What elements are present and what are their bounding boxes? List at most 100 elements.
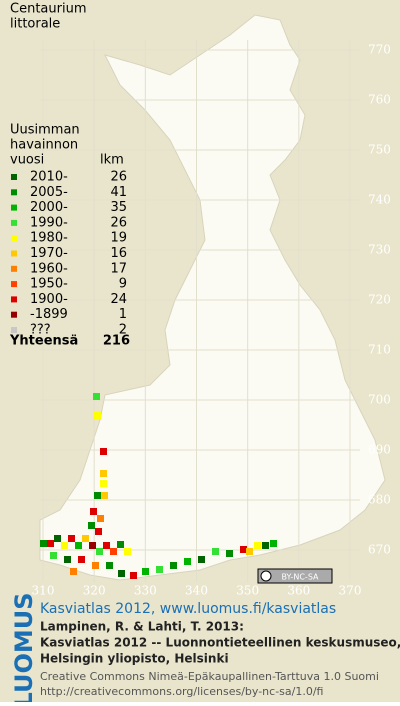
legend-count: 16: [110, 246, 127, 261]
legend-count: 35: [110, 200, 127, 215]
legend-swatch: [11, 174, 17, 180]
y-grid-label: 690: [368, 443, 391, 457]
occurrence-square: [94, 492, 101, 499]
occurrences: [40, 393, 277, 579]
occurrence-square: [47, 540, 54, 547]
occurrence-square: [96, 548, 103, 555]
y-grid-label: 740: [368, 193, 391, 207]
y-grid-label: 750: [368, 143, 391, 157]
x-grid-label: 370: [339, 584, 362, 598]
x-grid-label: 330: [134, 584, 157, 598]
license-line[interactable]: http://creativecommons.org/licenses/by-n…: [40, 685, 323, 698]
occurrence-square: [142, 568, 149, 575]
legend-heading: Uusimman: [10, 123, 80, 138]
legend-count: 17: [110, 261, 127, 276]
occurrence-square: [100, 470, 107, 477]
occurrence-square: [95, 528, 102, 535]
occurrence-square: [64, 556, 71, 563]
legend-swatch: [11, 296, 17, 303]
legend-label: 1960-: [30, 261, 68, 276]
legend-count: 26: [110, 170, 127, 185]
legend-label: 1900-: [30, 292, 68, 307]
occurrence-square: [110, 548, 117, 555]
x-grid-label: 340: [185, 584, 208, 598]
legend-swatch: [11, 204, 17, 211]
occurrence-square: [61, 542, 68, 549]
occurrence-square: [262, 542, 269, 549]
occurrence-square: [40, 540, 47, 547]
occurrence-square: [100, 448, 107, 455]
x-grid-label: 320: [83, 584, 106, 598]
logo: LUOMUS: [10, 593, 38, 702]
occurrence-square: [198, 556, 205, 563]
occurrence-square: [92, 562, 99, 569]
occurrence-square: [212, 548, 219, 555]
occurrence-square: [124, 548, 131, 555]
y-grid-label: 700: [368, 393, 391, 407]
occurrence-square: [88, 522, 95, 529]
occurrence-square: [184, 558, 191, 565]
occurrence-square: [130, 572, 137, 579]
citation-line: Lampinen, R. & Lahti, T. 2013:: [40, 620, 244, 634]
legend-swatch: [11, 219, 17, 226]
occurrence-square: [226, 550, 233, 557]
legend-label: 1980-: [30, 231, 68, 246]
legend-swatch: [11, 327, 17, 333]
legend-swatch: [11, 250, 17, 257]
license-badge-text: BY-NC-SA: [281, 573, 319, 582]
legend-label: 2000-: [30, 200, 68, 215]
occurrence-square: [93, 393, 100, 400]
x-grid-label: 310: [32, 584, 55, 598]
occurrence-square: [254, 542, 261, 549]
legend-label: 1970-: [30, 246, 68, 261]
legend-swatch: [11, 311, 17, 318]
x-grid-label: 360: [287, 584, 310, 598]
y-grid-label: 680: [368, 493, 391, 507]
footer-link[interactable]: Kasviatlas 2012, www.luomus.fi/kasviatla…: [40, 601, 336, 617]
legend-swatch: [11, 265, 17, 272]
occurrence-square: [54, 535, 61, 542]
citation-line: Helsingin yliopisto, Helsinki: [40, 652, 229, 666]
legend-col-count: lkm: [100, 153, 124, 168]
legend-count: 41: [110, 185, 127, 200]
legend-label: 2010-: [30, 170, 68, 185]
x-grid-label: 350: [236, 584, 259, 598]
legend-swatch: [11, 189, 17, 196]
occurrence-square: [170, 562, 177, 569]
legend-count: 26: [110, 215, 127, 230]
occurrence-square: [82, 535, 89, 542]
occurrence-square: [100, 480, 107, 487]
title-line: littorale: [10, 17, 60, 32]
legend-total: 216: [103, 334, 130, 349]
occurrence-square: [68, 535, 75, 542]
occurrence-square: [246, 548, 253, 555]
legend-heading: havainnon: [10, 138, 78, 153]
legend-swatch: [11, 281, 17, 288]
legend-count: 19: [110, 231, 127, 246]
occurrence-square: [94, 412, 101, 419]
occurrence-square: [75, 542, 82, 549]
y-grid-label: 760: [368, 93, 391, 107]
license-badge: BY-NC-SA: [257, 568, 333, 584]
license-line: Creative Commons Nimeä-Epäkaupallinen-Ta…: [40, 670, 379, 683]
citation-line: Kasviatlas 2012 -- Luonnontieteellinen k…: [40, 636, 400, 650]
y-grid-label: 730: [368, 243, 391, 257]
legend-label: 1990-: [30, 215, 68, 230]
legend-count: 2: [119, 323, 127, 338]
legend-count: 1: [119, 307, 127, 322]
occurrence-square: [70, 568, 77, 575]
occurrence-square: [103, 542, 110, 549]
occurrence-square: [270, 540, 277, 547]
occurrence-square: [97, 515, 104, 522]
occurrence-square: [240, 546, 247, 553]
legend-col-year: vuosi: [10, 153, 44, 168]
occurrence-square: [117, 541, 124, 548]
legend-label: 1950-: [30, 277, 68, 292]
legend-count: 24: [110, 292, 127, 307]
grid: 770 760 750 740 730 720 710 700 690 680 670 310 320 3…: [32, 40, 391, 598]
y-grid-label: 770: [368, 43, 391, 57]
occurrence-square: [156, 566, 163, 573]
legend-count: 9: [119, 277, 127, 292]
